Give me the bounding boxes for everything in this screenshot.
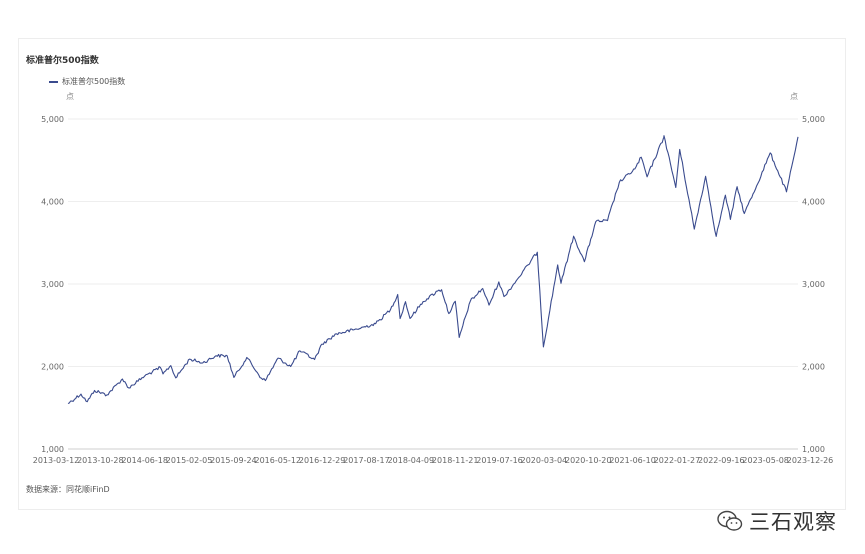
series-line [67, 135, 799, 405]
watermark-text: 三石观察 [749, 510, 837, 534]
x-tick-label: 2020-03-04 [521, 456, 568, 465]
x-tick-label: 2018-04-09 [388, 456, 435, 465]
x-tick-label: 2022-01-27 [654, 456, 701, 465]
y-tick-label-left: 5,000 [41, 115, 64, 124]
y-tick-label-left: 4,000 [41, 198, 64, 207]
y-tick-label-left: 1,000 [41, 445, 64, 454]
chart-title: 标准普尔500指数 [26, 56, 99, 66]
legend-swatch [49, 80, 58, 83]
x-tick-label: 2023-12-26 [787, 456, 834, 465]
x-tick-label: 2016-12-29 [299, 456, 346, 465]
data-source: 数据来源：同花顺iFinD [26, 485, 110, 494]
y-tick-label-right: 5,000 [802, 115, 825, 124]
y-tick-label-right: 1,000 [802, 445, 825, 454]
x-tick-label: 2013-03-12 [33, 456, 80, 465]
y-tick-label-right: 4,000 [802, 198, 825, 207]
wechat-icon [717, 510, 743, 531]
x-tick-label: 2019-07-16 [476, 456, 523, 465]
y-tick-label-left: 2,000 [41, 363, 64, 372]
y-tick-label-right: 3,000 [802, 280, 825, 289]
x-tick-label: 2020-10-20 [565, 456, 612, 465]
x-tick-label: 2014-06-18 [121, 456, 168, 465]
y-unit-right: 点 [790, 92, 798, 101]
x-tick-label: 2017-08-17 [343, 456, 390, 465]
y-unit-left: 点 [66, 92, 74, 101]
x-tick-label: 2018-11-21 [432, 456, 479, 465]
x-tick-label: 2015-09-24 [210, 456, 257, 465]
x-tick-label: 2013-10-28 [77, 456, 124, 465]
legend-label: 标准普尔500指数 [62, 77, 126, 86]
chart-legend[interactable]: 标准普尔500指数 [49, 76, 125, 87]
x-tick-label: 2016-05-12 [255, 456, 302, 465]
x-tick-label: 2015-02-05 [166, 456, 213, 465]
y-tick-label-right: 2,000 [802, 363, 825, 372]
chart-card [18, 38, 846, 510]
x-tick-label: 2021-06-10 [609, 456, 656, 465]
x-tick-label: 2023-05-08 [742, 456, 789, 465]
y-tick-label-left: 3,000 [41, 280, 64, 289]
x-tick-label: 2022-09-16 [698, 456, 745, 465]
watermark: 三石观察 [717, 506, 837, 536]
